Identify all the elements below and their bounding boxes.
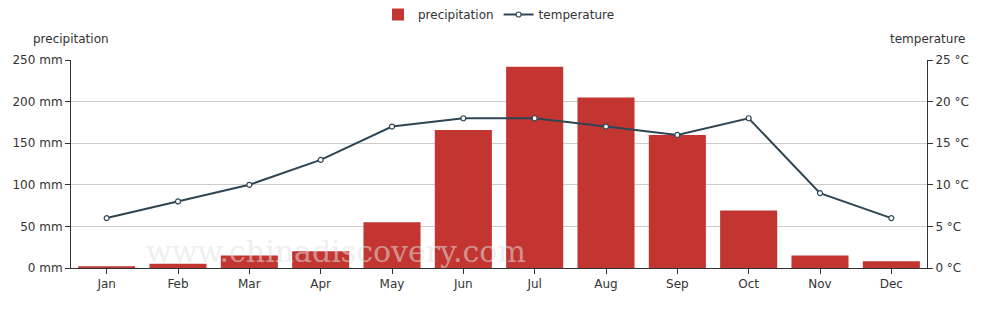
svg-text:Jun: Jun bbox=[453, 277, 473, 291]
svg-text:200 mm: 200 mm bbox=[12, 95, 62, 109]
svg-text:precipitation: precipitation bbox=[33, 32, 109, 46]
svg-text:100 mm: 100 mm bbox=[12, 178, 62, 192]
svg-text:Aug: Aug bbox=[594, 277, 617, 291]
svg-text:Dec: Dec bbox=[880, 277, 903, 291]
svg-text:precipitation: precipitation bbox=[418, 8, 494, 22]
svg-text:temperature: temperature bbox=[890, 32, 965, 46]
svg-text:Sep: Sep bbox=[666, 277, 689, 291]
svg-text:150 mm: 150 mm bbox=[12, 136, 62, 150]
svg-text:Jul: Jul bbox=[526, 277, 541, 291]
svg-text:temperature: temperature bbox=[539, 8, 614, 22]
svg-text:20 °C: 20 °C bbox=[935, 95, 968, 109]
svg-text:Jan: Jan bbox=[96, 277, 116, 291]
svg-text:0 mm: 0 mm bbox=[28, 261, 63, 275]
svg-text:Oct: Oct bbox=[738, 277, 759, 291]
svg-text:15 °C: 15 °C bbox=[935, 136, 968, 150]
svg-text:0 °C: 0 °C bbox=[935, 261, 961, 275]
svg-text:50 mm: 50 mm bbox=[20, 220, 62, 234]
svg-text:250 mm: 250 mm bbox=[12, 53, 62, 67]
svg-text:25 °C: 25 °C bbox=[935, 53, 968, 67]
svg-text:Mar: Mar bbox=[238, 277, 261, 291]
svg-text:May: May bbox=[380, 277, 405, 291]
svg-text:10 °C: 10 °C bbox=[935, 178, 968, 192]
svg-text:Nov: Nov bbox=[808, 277, 831, 291]
svg-text:Apr: Apr bbox=[310, 277, 331, 291]
svg-text:Feb: Feb bbox=[167, 277, 188, 291]
svg-text:5 °C: 5 °C bbox=[935, 220, 961, 234]
svg-text:www.chinadiscovery.com: www.chinadiscovery.com bbox=[146, 234, 526, 269]
